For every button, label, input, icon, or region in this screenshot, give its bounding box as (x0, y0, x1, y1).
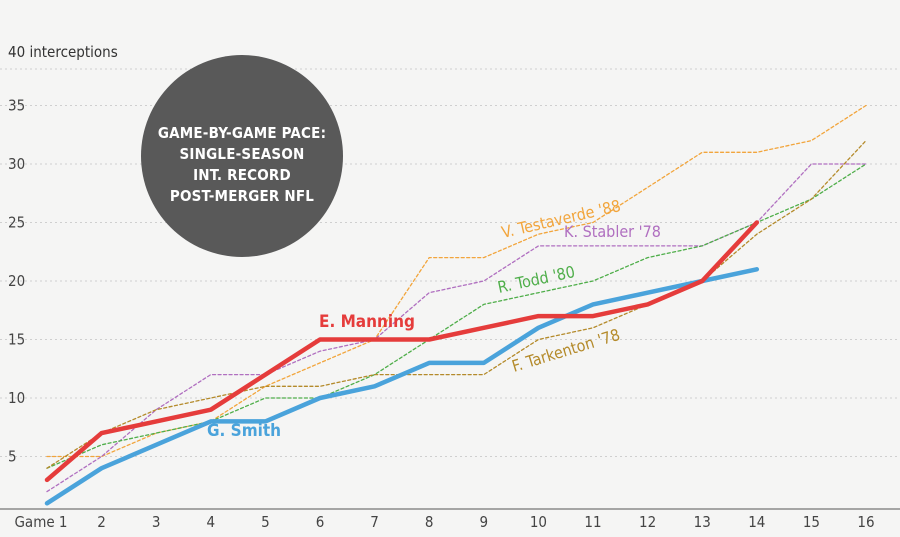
title-line-4: POST-MERGER NFL (170, 187, 314, 205)
series-line-smith (44, 267, 760, 506)
x-tick-label: 14 (748, 513, 765, 531)
series-lines (44, 104, 867, 506)
x-tick-label: 15 (803, 513, 820, 531)
x-tick-label: 10 (530, 513, 547, 531)
series-line-manning (44, 220, 760, 483)
x-tick-label: 3 (152, 513, 161, 531)
x-tick-label: 13 (694, 513, 711, 531)
x-tick-label: 8 (425, 513, 434, 531)
label-stabler: K. Stabler '78 (564, 222, 661, 241)
y-tick-label: 15 (8, 331, 25, 349)
y-tick-label: 25 (8, 214, 25, 232)
x-tick-label: 4 (207, 513, 216, 531)
title-badge: GAME-BY-GAME PACE: SINGLE-SEASON INT. RE… (141, 55, 343, 257)
y-ticks: 5 10 15 20 25 30 35 (8, 97, 25, 466)
title-badge-circle (141, 55, 343, 257)
series-line-tarkenton (46, 139, 867, 469)
label-todd: R. Todd '80 (496, 262, 577, 297)
y-tick-label: 35 (8, 97, 25, 115)
x-tick-label: Game 1 (14, 513, 67, 531)
x-tick-label: 7 (370, 513, 379, 531)
title-line-2: SINGLE-SEASON (180, 145, 305, 163)
gridlines (0, 68, 900, 510)
title-line-1: GAME-BY-GAME PACE: (158, 124, 326, 142)
series-line-testaverde (46, 104, 867, 458)
x-tick-label: 12 (639, 513, 656, 531)
series-line-todd (46, 163, 867, 469)
label-manning: E. Manning (319, 312, 415, 332)
x-tick-label: 11 (584, 513, 601, 531)
y-tick-label: 30 (8, 155, 25, 173)
x-tick-label: 5 (261, 513, 270, 531)
y-tick-label: 5 (8, 448, 17, 466)
x-ticks: Game 1 2 3 4 5 6 7 8 9 10 11 12 13 14 15 16 (14, 513, 874, 531)
label-tarkenton: F. Tarkenton '78 (510, 325, 623, 376)
y-tick-label: 10 (8, 389, 25, 407)
title-line-3: INT. RECORD (193, 166, 291, 184)
x-tick-label: 9 (480, 513, 489, 531)
x-tick-label: 16 (857, 513, 874, 531)
x-tick-label: 2 (97, 513, 106, 531)
y-axis-label: 40 interceptions (8, 43, 118, 61)
y-tick-label: 20 (8, 272, 25, 290)
label-smith: G. Smith (207, 421, 281, 441)
x-tick-label: 6 (316, 513, 325, 531)
